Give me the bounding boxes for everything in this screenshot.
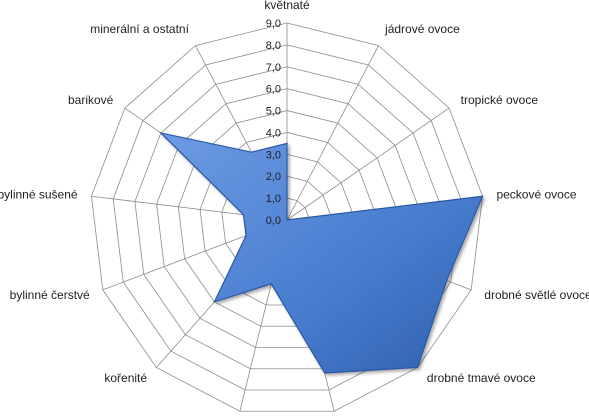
tick-label: 6,0 [266, 84, 281, 96]
category-label: tropické ovoce [461, 93, 539, 107]
tick-label: 4,0 [266, 127, 281, 139]
category-label: bylinné čerstvé [10, 288, 90, 302]
tick-label: 2,0 [266, 171, 281, 183]
category-label: drobné světlé ovoce [484, 288, 589, 302]
tick-label: 8,0 [266, 40, 281, 52]
category-label: květnaté [264, 0, 310, 12]
grid-ring [134, 66, 440, 370]
grid-ring [91, 22, 483, 412]
category-label: barikové [68, 93, 114, 107]
tick-label: 5,0 [266, 106, 281, 118]
category-label: minerální a ostatní [90, 22, 189, 36]
grid-spoke [286, 45, 379, 221]
tick-label: 0,0 [266, 215, 281, 227]
tick-label: 3,0 [266, 149, 281, 161]
grid-ring [156, 88, 418, 348]
category-label: peckové ovoce [496, 188, 576, 202]
data-area-polygon [159, 131, 484, 374]
tick-label: 7,0 [266, 62, 281, 74]
tick-label: 1,0 [266, 193, 281, 205]
grid-spoke [286, 107, 450, 221]
radar-data-area [159, 131, 484, 374]
category-label: jádrové ovoce [384, 22, 460, 36]
category-label: bylinné sušené [0, 188, 78, 202]
category-label: kořenité [104, 371, 147, 385]
radial-axis-ticks: 0,0 1,0 2,0 3,0 4,0 5,0 6,0 7,0 8,0 9,0 [266, 18, 281, 227]
tick-label: 9,0 [266, 18, 281, 30]
grid-ring [112, 44, 462, 391]
category-label: drobné tmavé ovoce [427, 371, 536, 385]
